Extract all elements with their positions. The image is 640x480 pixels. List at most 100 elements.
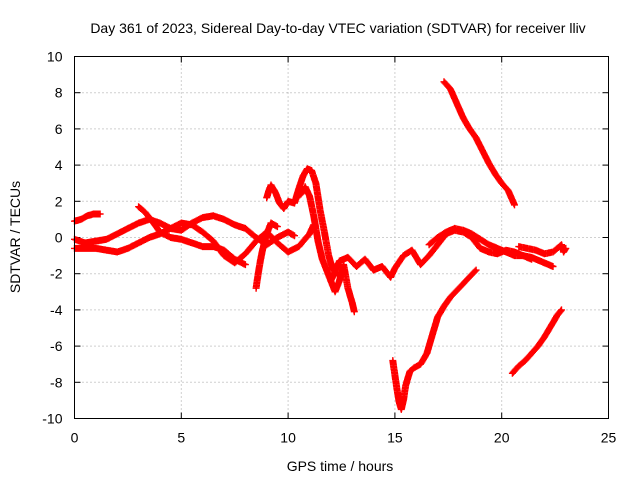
data-point (353, 310, 356, 313)
data-point (564, 247, 567, 250)
data-point (436, 315, 439, 319)
data-point (259, 259, 262, 263)
data-point (449, 87, 452, 91)
data-point (560, 308, 563, 312)
data-point (474, 136, 478, 140)
data-point (427, 243, 431, 246)
data-point (513, 254, 516, 257)
data-point (180, 238, 183, 241)
data-point (201, 216, 204, 219)
series-arc-5 (252, 219, 281, 292)
data-point (169, 227, 172, 230)
series-arc-11 (389, 266, 480, 413)
data-point (233, 223, 236, 226)
x-tick-label: 10 (280, 430, 296, 446)
data-point (293, 201, 296, 205)
series-arc-9 (425, 224, 557, 270)
data-point (393, 267, 397, 270)
data-marks (252, 219, 281, 292)
data-point (222, 249, 226, 252)
data-point (455, 102, 458, 105)
data-point (506, 189, 510, 192)
y-tick-label: 0 (55, 230, 63, 246)
data-point (500, 182, 503, 185)
data-point (282, 207, 285, 210)
data-point (212, 245, 215, 248)
data-point (449, 296, 452, 299)
data-point (462, 116, 465, 120)
y-axis-label: SDTVAR / TECUs (7, 181, 23, 293)
data-point (402, 399, 405, 402)
data-point (517, 245, 520, 248)
data-point (158, 221, 162, 225)
data-point (481, 149, 484, 152)
data-marks (440, 78, 518, 209)
data-point (530, 352, 533, 355)
data-point (346, 287, 350, 290)
data-point (265, 196, 268, 199)
data-marks (71, 210, 104, 225)
data-point (425, 352, 429, 355)
data-point (137, 205, 140, 208)
series-arc-4 (135, 203, 249, 269)
data-point (479, 238, 482, 241)
data-point (323, 230, 326, 234)
data-point (201, 245, 204, 248)
data-point (222, 218, 226, 221)
data-point (269, 221, 273, 225)
data-point (400, 408, 403, 411)
data-point (547, 263, 550, 266)
data-point (325, 268, 328, 272)
data-point (274, 191, 277, 194)
data-point (297, 245, 300, 248)
data-point (180, 221, 183, 225)
data-point (412, 366, 416, 369)
data-point (276, 225, 279, 228)
data-point (212, 214, 215, 217)
data-point (84, 247, 87, 250)
data-point (318, 209, 322, 212)
data-point (327, 254, 330, 257)
y-tick-label: 6 (55, 121, 63, 137)
y-tick-label: -10 (42, 411, 62, 427)
data-point (556, 247, 559, 250)
data-point (479, 247, 482, 250)
data-point (286, 230, 290, 234)
data-point (333, 290, 337, 293)
data-marks (327, 226, 536, 285)
data-point (158, 230, 162, 234)
data-point (105, 238, 108, 241)
data-point (98, 212, 102, 216)
x-axis-label: GPS time / hours (287, 458, 394, 474)
data-point (310, 169, 313, 172)
data-point (222, 254, 226, 257)
data-point (372, 268, 375, 272)
data-point (404, 384, 407, 388)
data-point (504, 250, 508, 254)
data-point (301, 174, 305, 178)
y-tick-label: 8 (55, 85, 63, 101)
data-point (496, 247, 499, 250)
x-tick-label: 15 (387, 430, 403, 446)
data-point (94, 239, 98, 243)
data-point (457, 287, 461, 290)
data-point (338, 279, 341, 283)
data-point (116, 250, 119, 254)
data-point (143, 211, 147, 214)
data-point (254, 239, 258, 243)
y-tick-label: 2 (55, 193, 63, 209)
y-tick-labels: -10 -8 -6 -4 -2 0 2 4 6 8 10 (42, 49, 62, 427)
data-point (190, 223, 194, 226)
data-point (342, 263, 345, 266)
data-point (254, 287, 258, 290)
data-point (391, 359, 394, 362)
data-point (513, 203, 516, 207)
data-point (137, 221, 140, 225)
data-marks (508, 306, 565, 377)
data-point (233, 258, 236, 261)
data-point (152, 221, 155, 225)
data-points (71, 78, 570, 413)
data-point (410, 249, 414, 252)
data-point (321, 258, 324, 261)
data-point (395, 388, 399, 391)
